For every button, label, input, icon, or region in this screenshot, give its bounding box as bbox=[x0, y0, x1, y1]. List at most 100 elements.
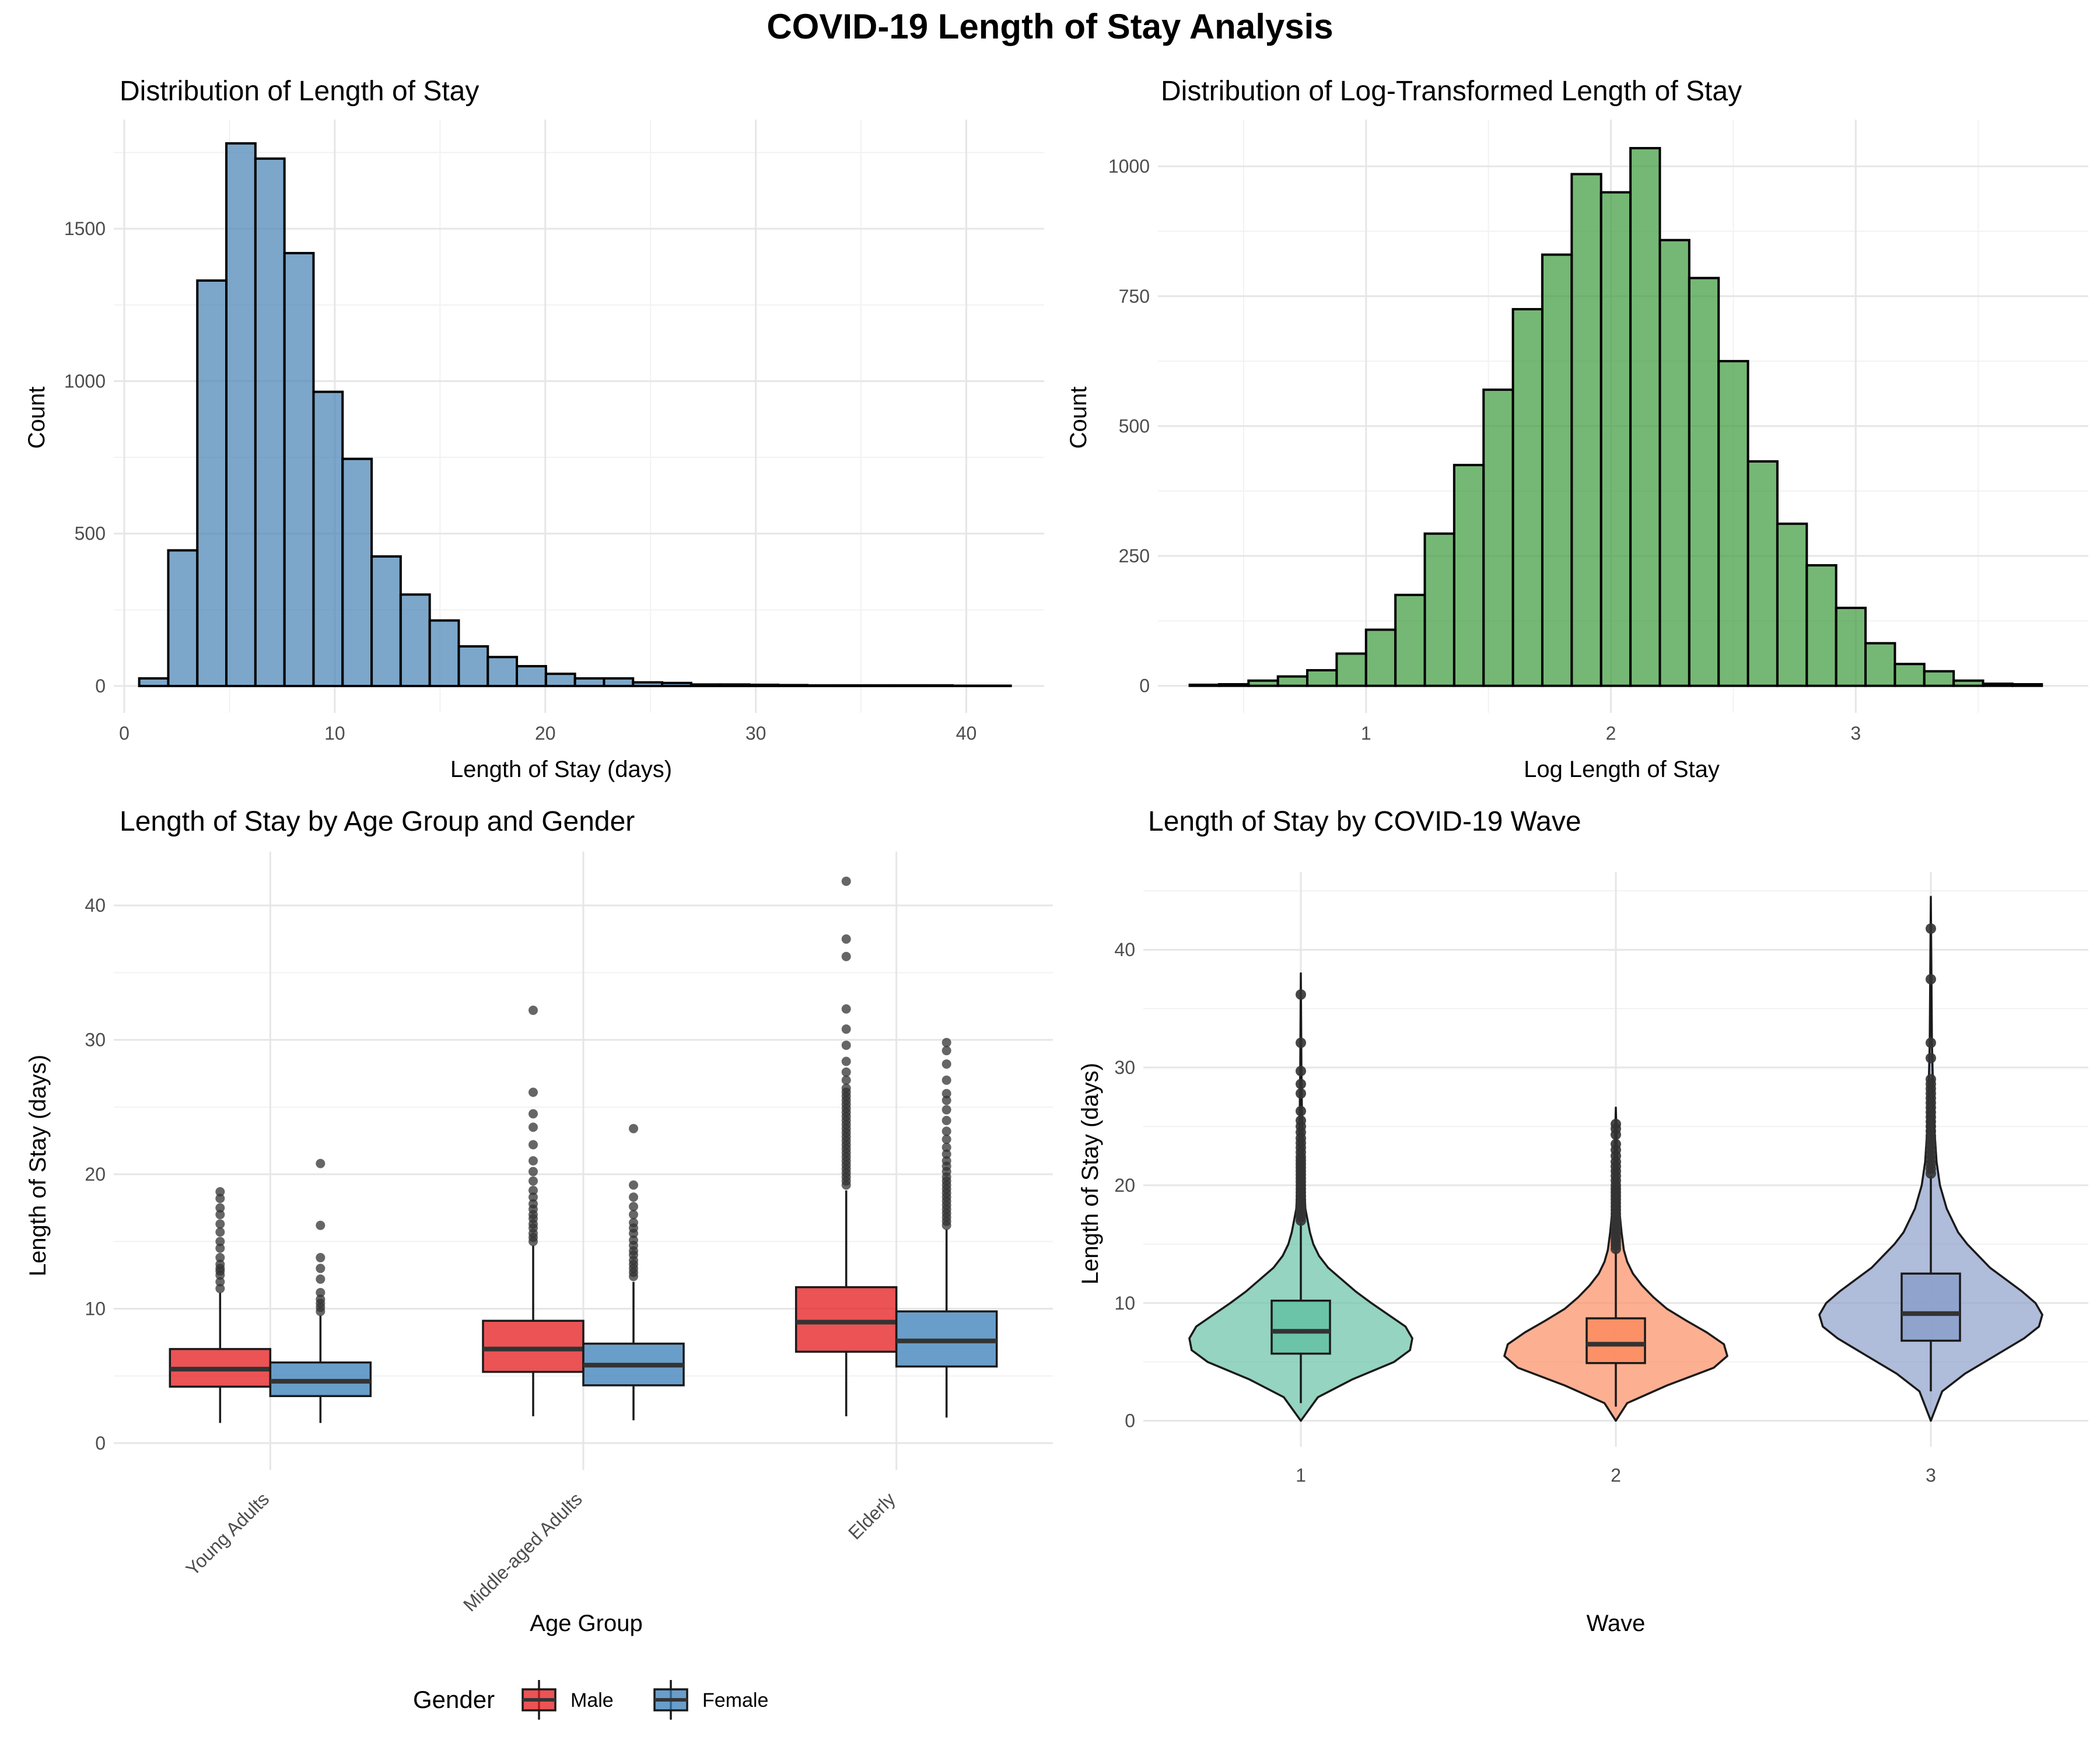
log-los-histogram-bar bbox=[1423, 532, 1455, 687]
box-outlier-point bbox=[942, 1105, 951, 1115]
legend-title: Gender bbox=[413, 1686, 495, 1713]
los-histogram-panel: 0 500 1000 1500 0 10 20 30 40 Distribution of Le… bbox=[24, 76, 1044, 782]
los-histogram-bar bbox=[457, 645, 489, 688]
log-los-histogram-bar bbox=[1217, 683, 1250, 687]
box-outlier-point bbox=[215, 1194, 225, 1203]
box-outlier-point bbox=[215, 1283, 225, 1293]
box-outlier-point bbox=[528, 1176, 538, 1186]
log-los-histogram-bar bbox=[1306, 668, 1338, 687]
log-los-histogram-bar bbox=[1776, 522, 1808, 687]
age-gender-series-female bbox=[269, 1038, 998, 1423]
box-outlier-point bbox=[942, 1135, 951, 1144]
log-los-histogram-panel: 0 250 500 750 1000 1 2 3 Distribution of Log-Tr… bbox=[1066, 76, 2088, 782]
los-histogram-bar bbox=[980, 684, 1012, 688]
wave-violin-3 bbox=[1818, 895, 2043, 1422]
box-outlier-point bbox=[942, 1088, 951, 1098]
legend-key-female bbox=[653, 1680, 688, 1720]
los-histogram-bar bbox=[893, 684, 925, 688]
legend-label-male: Male bbox=[570, 1689, 614, 1712]
los-histogram-xtick-label: 20 bbox=[535, 723, 556, 744]
violin-outlier-point bbox=[1296, 989, 1306, 1000]
los-histogram-bar bbox=[777, 684, 809, 688]
los-histogram-bar bbox=[951, 684, 983, 688]
box-outlier-point bbox=[841, 1067, 851, 1077]
los-histogram-bar bbox=[835, 684, 867, 688]
log-los-histogram-bar bbox=[1482, 388, 1514, 687]
log-los-histogram-bar bbox=[1570, 173, 1602, 687]
log-los-histogram-bar bbox=[1688, 276, 1720, 687]
log-los-histogram-bar bbox=[1629, 146, 1661, 687]
wave-violin-ylabel: Length of Stay (days) bbox=[1077, 1063, 1103, 1284]
age-gender-series-male bbox=[169, 876, 898, 1423]
los-histogram-title: Distribution of Length of Stay bbox=[120, 76, 479, 107]
box-outlier-point bbox=[942, 1149, 951, 1159]
box-outlier-point bbox=[215, 1243, 225, 1253]
box-outlier-point bbox=[215, 1227, 225, 1237]
los-histogram-xlabel: Length of Stay (days) bbox=[450, 757, 672, 782]
log-los-histogram-bar bbox=[1452, 464, 1485, 687]
los-histogram-bar bbox=[428, 619, 460, 688]
los-histogram-ytick-label: 1000 bbox=[64, 370, 106, 391]
box-outlier-point bbox=[316, 1220, 326, 1230]
age-gender-boxplot-ylabel: Length of Stay (days) bbox=[25, 1055, 51, 1276]
box-outlier-point bbox=[528, 1199, 538, 1209]
box-outlier-point bbox=[629, 1192, 638, 1202]
log-los-histogram-ylabel: Count bbox=[1066, 387, 1091, 449]
box-outlier-point bbox=[215, 1237, 225, 1247]
box-outlier-point bbox=[629, 1218, 638, 1227]
log-los-histogram-xlabel: Log Length of Stay bbox=[1524, 757, 1720, 782]
box-outlier-point bbox=[316, 1287, 326, 1297]
violin-outlier-point bbox=[1296, 1066, 1306, 1077]
violin-outlier-point bbox=[1296, 1079, 1306, 1090]
box-outlier-point bbox=[942, 1096, 951, 1105]
wave-violin-xlabel: Wave bbox=[1587, 1611, 1646, 1636]
log-los-histogram-ytick-label: 750 bbox=[1119, 286, 1150, 307]
log-los-histogram-bar bbox=[1188, 683, 1220, 687]
box-outlier-point bbox=[841, 1083, 851, 1093]
age-gender-ytick-label: 30 bbox=[85, 1030, 106, 1051]
wave-xtick-label: 1 bbox=[1296, 1465, 1306, 1486]
box-outlier-point bbox=[316, 1274, 326, 1284]
los-histogram-bar bbox=[922, 684, 954, 688]
box-outlier-point bbox=[841, 876, 851, 886]
log-los-histogram-bar bbox=[1600, 191, 1632, 687]
violin-outlier-point bbox=[1296, 1088, 1306, 1099]
los-histogram-bar bbox=[283, 251, 315, 688]
wave-xtick-label: 3 bbox=[1926, 1465, 1936, 1486]
los-histogram-bars bbox=[138, 142, 1012, 688]
log-los-histogram-bar bbox=[1923, 670, 1955, 687]
violin-outlier-point bbox=[1926, 1037, 1936, 1048]
log-los-histogram-bar bbox=[1864, 642, 1896, 687]
box-outlier-point bbox=[841, 1075, 851, 1085]
box-outlier-point bbox=[215, 1210, 225, 1220]
box-outlier-point bbox=[841, 1056, 851, 1066]
wave-ytick-label: 40 bbox=[1114, 939, 1135, 960]
box-outlier-point bbox=[942, 1046, 951, 1056]
box-outlier-point bbox=[316, 1158, 326, 1168]
gender-legend: Gender Male Female bbox=[413, 1680, 768, 1720]
log-los-histogram-bar bbox=[1335, 652, 1367, 687]
los-histogram-bar bbox=[516, 665, 547, 688]
box-outlier-point bbox=[841, 1004, 851, 1014]
los-histogram-bar bbox=[370, 555, 402, 688]
age-gender-ytick-label: 20 bbox=[85, 1164, 106, 1185]
box-outlier-point bbox=[215, 1187, 225, 1196]
legend-label-female: Female bbox=[702, 1689, 768, 1712]
los-histogram-bar bbox=[196, 279, 228, 688]
box-outlier-point bbox=[528, 1185, 538, 1195]
wave-ytick-label: 30 bbox=[1114, 1057, 1135, 1078]
violin-box-body bbox=[1901, 1272, 1961, 1342]
box-outlier-point bbox=[316, 1264, 326, 1273]
log-los-histogram-bar bbox=[1394, 593, 1426, 687]
wave-ytick-label: 20 bbox=[1114, 1175, 1135, 1196]
los-histogram-bar bbox=[806, 684, 838, 688]
los-histogram-bar bbox=[487, 656, 519, 688]
box-body bbox=[482, 1320, 584, 1373]
log-los-histogram-bar bbox=[1982, 682, 2014, 687]
age-gender-boxplot-title: Length of Stay by Age Group and Gender bbox=[120, 806, 635, 837]
box-outlier-point bbox=[215, 1203, 225, 1213]
los-histogram-bar bbox=[573, 677, 606, 688]
log-los-histogram-bar bbox=[1952, 679, 1985, 687]
age-gender-boxplot-xlabel: Age Group bbox=[530, 1611, 642, 1636]
